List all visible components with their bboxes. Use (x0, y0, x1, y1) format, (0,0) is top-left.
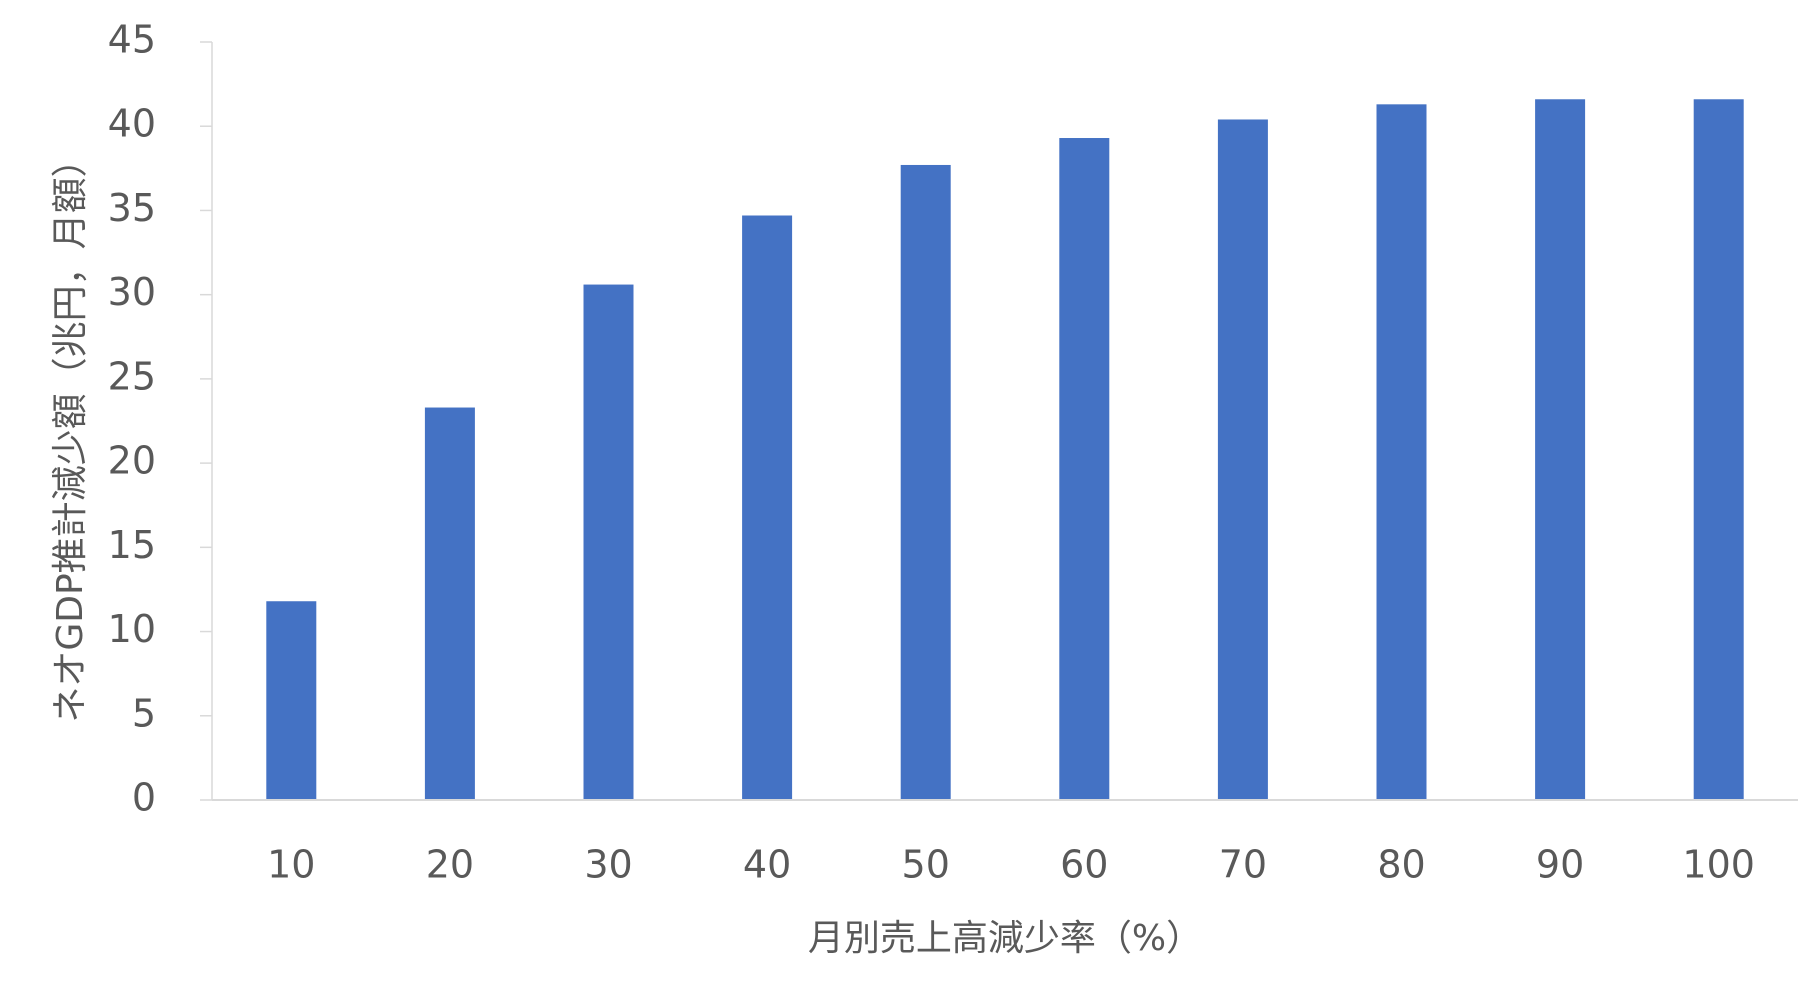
bar (1059, 138, 1110, 801)
bar (900, 164, 951, 800)
bar (1376, 104, 1427, 800)
y-tick-label: 15 (108, 523, 156, 567)
bar (1217, 119, 1268, 801)
bar (266, 601, 317, 800)
x-tick-label: 80 (1377, 843, 1425, 887)
y-tick-label: 35 (108, 186, 156, 230)
x-tick-label: 40 (743, 843, 791, 887)
bar (1693, 99, 1744, 800)
y-tick-label: 40 (108, 102, 156, 146)
y-tick-label: 5 (132, 691, 156, 735)
x-tick-label: 10 (267, 843, 315, 887)
x-axis-title: 月別売上高減少率（%） (808, 918, 1202, 959)
y-tick-label: 25 (108, 354, 156, 398)
x-tick-label: 30 (584, 843, 632, 887)
y-tick-label: 10 (108, 607, 156, 651)
x-tick-label: 20 (426, 843, 474, 887)
bar (424, 407, 475, 800)
bar (1535, 99, 1586, 800)
bar (742, 215, 793, 800)
x-tick-label: 60 (1060, 843, 1108, 887)
bar (583, 284, 634, 800)
y-tick-label: 20 (108, 439, 156, 483)
y-tick-label: 30 (108, 270, 156, 314)
x-tick-label: 90 (1536, 843, 1584, 887)
y-axis-title: ネオGDP推計減少額（兆円，月額） (50, 141, 91, 722)
x-tick-label: 70 (1219, 843, 1267, 887)
x-tick-label: 50 (902, 843, 950, 887)
y-tick-label: 45 (108, 18, 156, 62)
y-tick-label: 0 (132, 776, 156, 820)
x-tick-label: 100 (1682, 843, 1755, 887)
